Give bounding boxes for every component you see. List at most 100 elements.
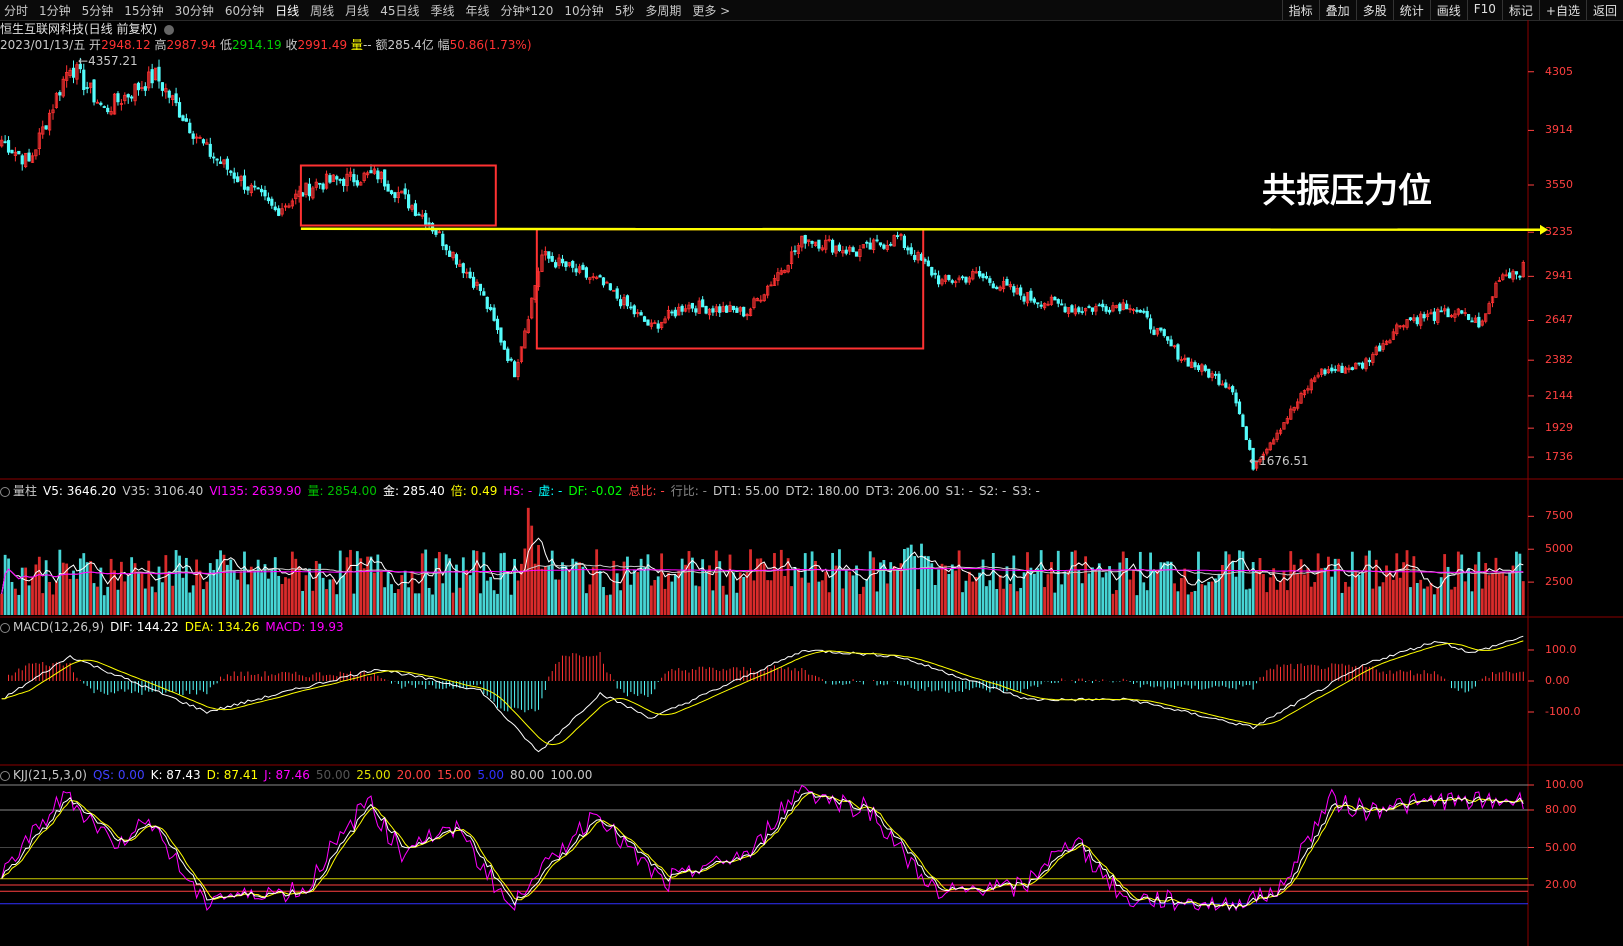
period-tab[interactable]: 日线 [275, 4, 300, 18]
period-tab[interactable]: 分时 [4, 4, 29, 18]
candle-body [1388, 340, 1392, 344]
volume-bar [851, 575, 855, 615]
settings-icon[interactable] [0, 622, 10, 633]
candle-body [1169, 339, 1173, 347]
period-tab[interactable]: 多周期 [645, 4, 682, 18]
volume-bar [338, 550, 342, 615]
candle-body [776, 272, 780, 281]
tool-button[interactable]: 指标 [1281, 0, 1319, 20]
tool-button[interactable]: +自选 [1538, 0, 1586, 20]
candle-body [1494, 282, 1498, 298]
volume-bar [239, 571, 243, 615]
candle-body [574, 268, 578, 273]
period-tab[interactable]: 1分钟 [39, 4, 71, 18]
tool-button[interactable]: 多股 [1355, 0, 1393, 20]
volume-bar [1108, 566, 1111, 615]
candle-body [95, 101, 100, 104]
chart-area[interactable] [0, 20, 1623, 946]
tool-button[interactable]: 画线 [1429, 0, 1467, 20]
candle-body [1285, 418, 1289, 424]
volume-bar [1026, 552, 1029, 615]
settings-icon[interactable] [0, 770, 10, 781]
period-tab[interactable]: 45日线 [380, 4, 420, 18]
candle-body [369, 170, 373, 174]
volume-bar [396, 589, 400, 615]
candle-body [465, 271, 469, 274]
period-tab[interactable]: 月线 [345, 4, 370, 18]
volume-bar [410, 571, 414, 615]
settings-icon[interactable] [0, 486, 10, 497]
candle-body [1402, 325, 1406, 328]
period-tab[interactable]: 10分钟 [564, 4, 604, 18]
tool-button[interactable]: F10 [1466, 0, 1502, 20]
volume-bar [752, 580, 756, 615]
volume-bar [232, 570, 236, 615]
volume-bar [591, 567, 595, 615]
volume-bar [1402, 562, 1406, 615]
volume-bar [465, 569, 469, 615]
candle-body [1053, 296, 1057, 301]
period-tab[interactable]: 5秒 [614, 4, 635, 18]
volume-bar [48, 581, 51, 615]
candle-body [875, 239, 879, 242]
period-tab[interactable]: 周线 [310, 4, 335, 18]
candle-body [1408, 317, 1413, 321]
candle-body [906, 247, 910, 251]
candle-body [181, 115, 185, 121]
indicator-value: 15.00 [436, 768, 472, 782]
change-label: 幅 [437, 38, 450, 52]
candle-body [68, 69, 72, 77]
candle-body [448, 250, 452, 257]
candle-body [365, 172, 370, 176]
volume-bar [660, 553, 664, 615]
tool-button[interactable]: 统计 [1392, 0, 1430, 20]
period-tab[interactable]: 年线 [465, 4, 490, 18]
candle-body [85, 87, 89, 89]
tool-button[interactable]: 叠加 [1318, 0, 1356, 20]
volume-bar [1511, 565, 1515, 615]
period-tab[interactable]: 更多 > [692, 4, 731, 18]
volume-bar [1333, 558, 1337, 615]
tool-button[interactable]: 标记 [1501, 0, 1539, 20]
high-marker-value: 4357.21 [88, 54, 138, 68]
volume-bar [930, 563, 934, 615]
period-tab[interactable]: 15分钟 [124, 4, 164, 18]
candle-body [1497, 280, 1501, 282]
candle-body [1419, 313, 1423, 326]
info-icon[interactable] [164, 24, 175, 35]
volume-bar [1518, 553, 1522, 615]
period-tab[interactable]: 季线 [430, 4, 455, 18]
candle-body [1125, 303, 1129, 310]
candle-body [1207, 368, 1211, 378]
volume-ma135 [1, 567, 1524, 594]
period-tab[interactable]: 30分钟 [174, 4, 214, 18]
candle-body [861, 244, 865, 249]
candle-body [420, 214, 424, 217]
candle-body [1381, 343, 1385, 350]
volume-bar [13, 588, 17, 615]
period-tab[interactable]: 分钟*120 [500, 4, 554, 18]
candle-body [160, 82, 165, 91]
volume-bar [1320, 568, 1323, 615]
indicator-value: MACD(12,26,9) [13, 620, 105, 634]
volume-bar [550, 550, 554, 615]
candle-body [940, 279, 944, 285]
candle-body [967, 277, 971, 283]
candle-body [1237, 401, 1242, 415]
period-tab[interactable]: 5分钟 [81, 4, 114, 18]
y-axis-tick-label: 100.0 [1545, 643, 1577, 656]
volume-bar [926, 556, 930, 615]
candle-body [1080, 311, 1084, 313]
volume-bar [1474, 564, 1477, 615]
candle-body [1364, 358, 1368, 370]
volume-bar [10, 581, 14, 615]
amount-value: 285.4亿 [387, 38, 434, 52]
candle-body [177, 102, 182, 118]
candle-body [865, 241, 869, 244]
low-marker: ←1676.51 [1249, 454, 1309, 468]
volume-bar [1056, 550, 1060, 615]
volume-bar [113, 570, 116, 615]
indicator-value: DT1: 55.00 [712, 484, 780, 498]
period-tab[interactable]: 60分钟 [224, 4, 265, 18]
tool-button[interactable]: 返回 [1585, 0, 1623, 20]
